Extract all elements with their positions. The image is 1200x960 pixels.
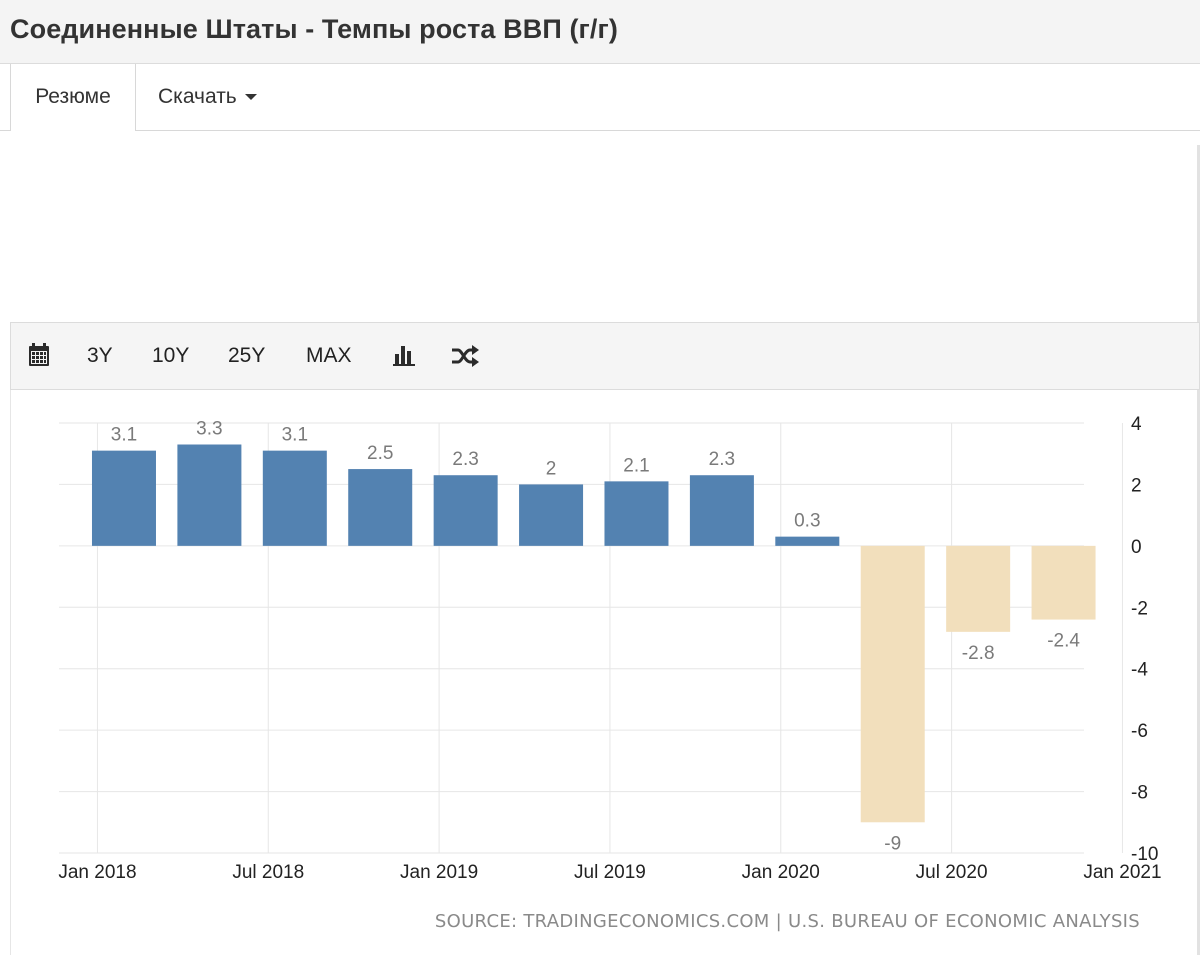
data-label: -2.8 [962,643,995,664]
bar [519,484,584,546]
panel-edge [1197,145,1200,955]
bar [860,545,925,823]
data-label: 3.1 [111,425,137,446]
range-3y-button[interactable]: 3Y [87,344,113,367]
tab-summary-label: Резюме [35,85,111,108]
source-note: SOURCE: TRADINGECONOMICS.COM | U.S. BURE… [434,911,1140,932]
data-label: 2.3 [709,449,735,470]
bar-chart: 4 2 0 -2 -4 -6 -8 -10 Jan 2018 Jul 2018 Jan 2019 Ju… [58,414,1161,883]
bar [91,450,156,546]
data-label: 2.1 [623,455,649,476]
caret-down-icon [244,94,257,101]
x-tick-label: Jul 2019 [574,862,646,883]
data-label: 2 [546,458,557,479]
page-title: Соединенные Штаты - Темпы роста ВВП (г/г… [10,14,618,44]
x-tick-label: Jan 2020 [742,862,820,883]
chart-area: 4 2 0 -2 -4 -6 -8 -10 Jan 2018 Jul 2018 Jan 2019 Ju… [10,390,1200,955]
chart-toolbar: 3Y 10Y 25Y MAX [10,322,1200,390]
calendar-icon[interactable] [28,343,50,372]
x-tick-label: Jan 2018 [58,862,136,883]
x-tick-label: Jan 2021 [1083,862,1161,883]
y-tick-label: -10 [1131,844,1158,865]
shuffle-icon[interactable] [451,345,479,372]
data-label: -9 [884,833,901,854]
y-tick-label: 2 [1131,475,1142,496]
data-label: 0.3 [794,511,820,532]
bar [433,475,498,546]
bar [604,481,669,546]
bar [946,545,1011,632]
tab-bar: Резюме Скачать [0,64,1200,131]
range-10y-button[interactable]: 10Y [152,344,190,367]
bar [262,450,327,546]
bar [1031,545,1096,620]
y-tick-label: 0 [1131,537,1142,558]
data-label: 3.1 [282,425,308,446]
bar [348,469,413,546]
data-label: 2.3 [452,449,478,470]
y-tick-label: -6 [1131,721,1148,742]
y-tick-label: -4 [1131,660,1148,681]
bar-chart-icon[interactable] [393,344,415,371]
data-label: 3.3 [196,419,222,440]
tab-summary[interactable]: Резюме [10,64,136,131]
tab-download-label: Скачать [158,85,237,108]
bar [177,444,242,546]
y-tick-label: -2 [1131,598,1148,619]
x-tick-label: Jan 2019 [400,862,478,883]
x-tick-label: Jul 2020 [916,862,988,883]
data-label: 2.5 [367,443,393,464]
x-tick-label: Jul 2018 [232,862,304,883]
tab-download[interactable]: Скачать [158,64,257,130]
data-label: -2.4 [1047,631,1080,652]
y-tick-label: -8 [1131,783,1148,804]
y-tick-label: 4 [1131,414,1142,435]
bar [689,475,754,546]
range-max-button[interactable]: MAX [306,344,352,367]
bar [775,536,840,546]
page-header: Соединенные Штаты - Темпы роста ВВП (г/г… [0,0,1200,64]
range-25y-button[interactable]: 25Y [228,344,266,367]
